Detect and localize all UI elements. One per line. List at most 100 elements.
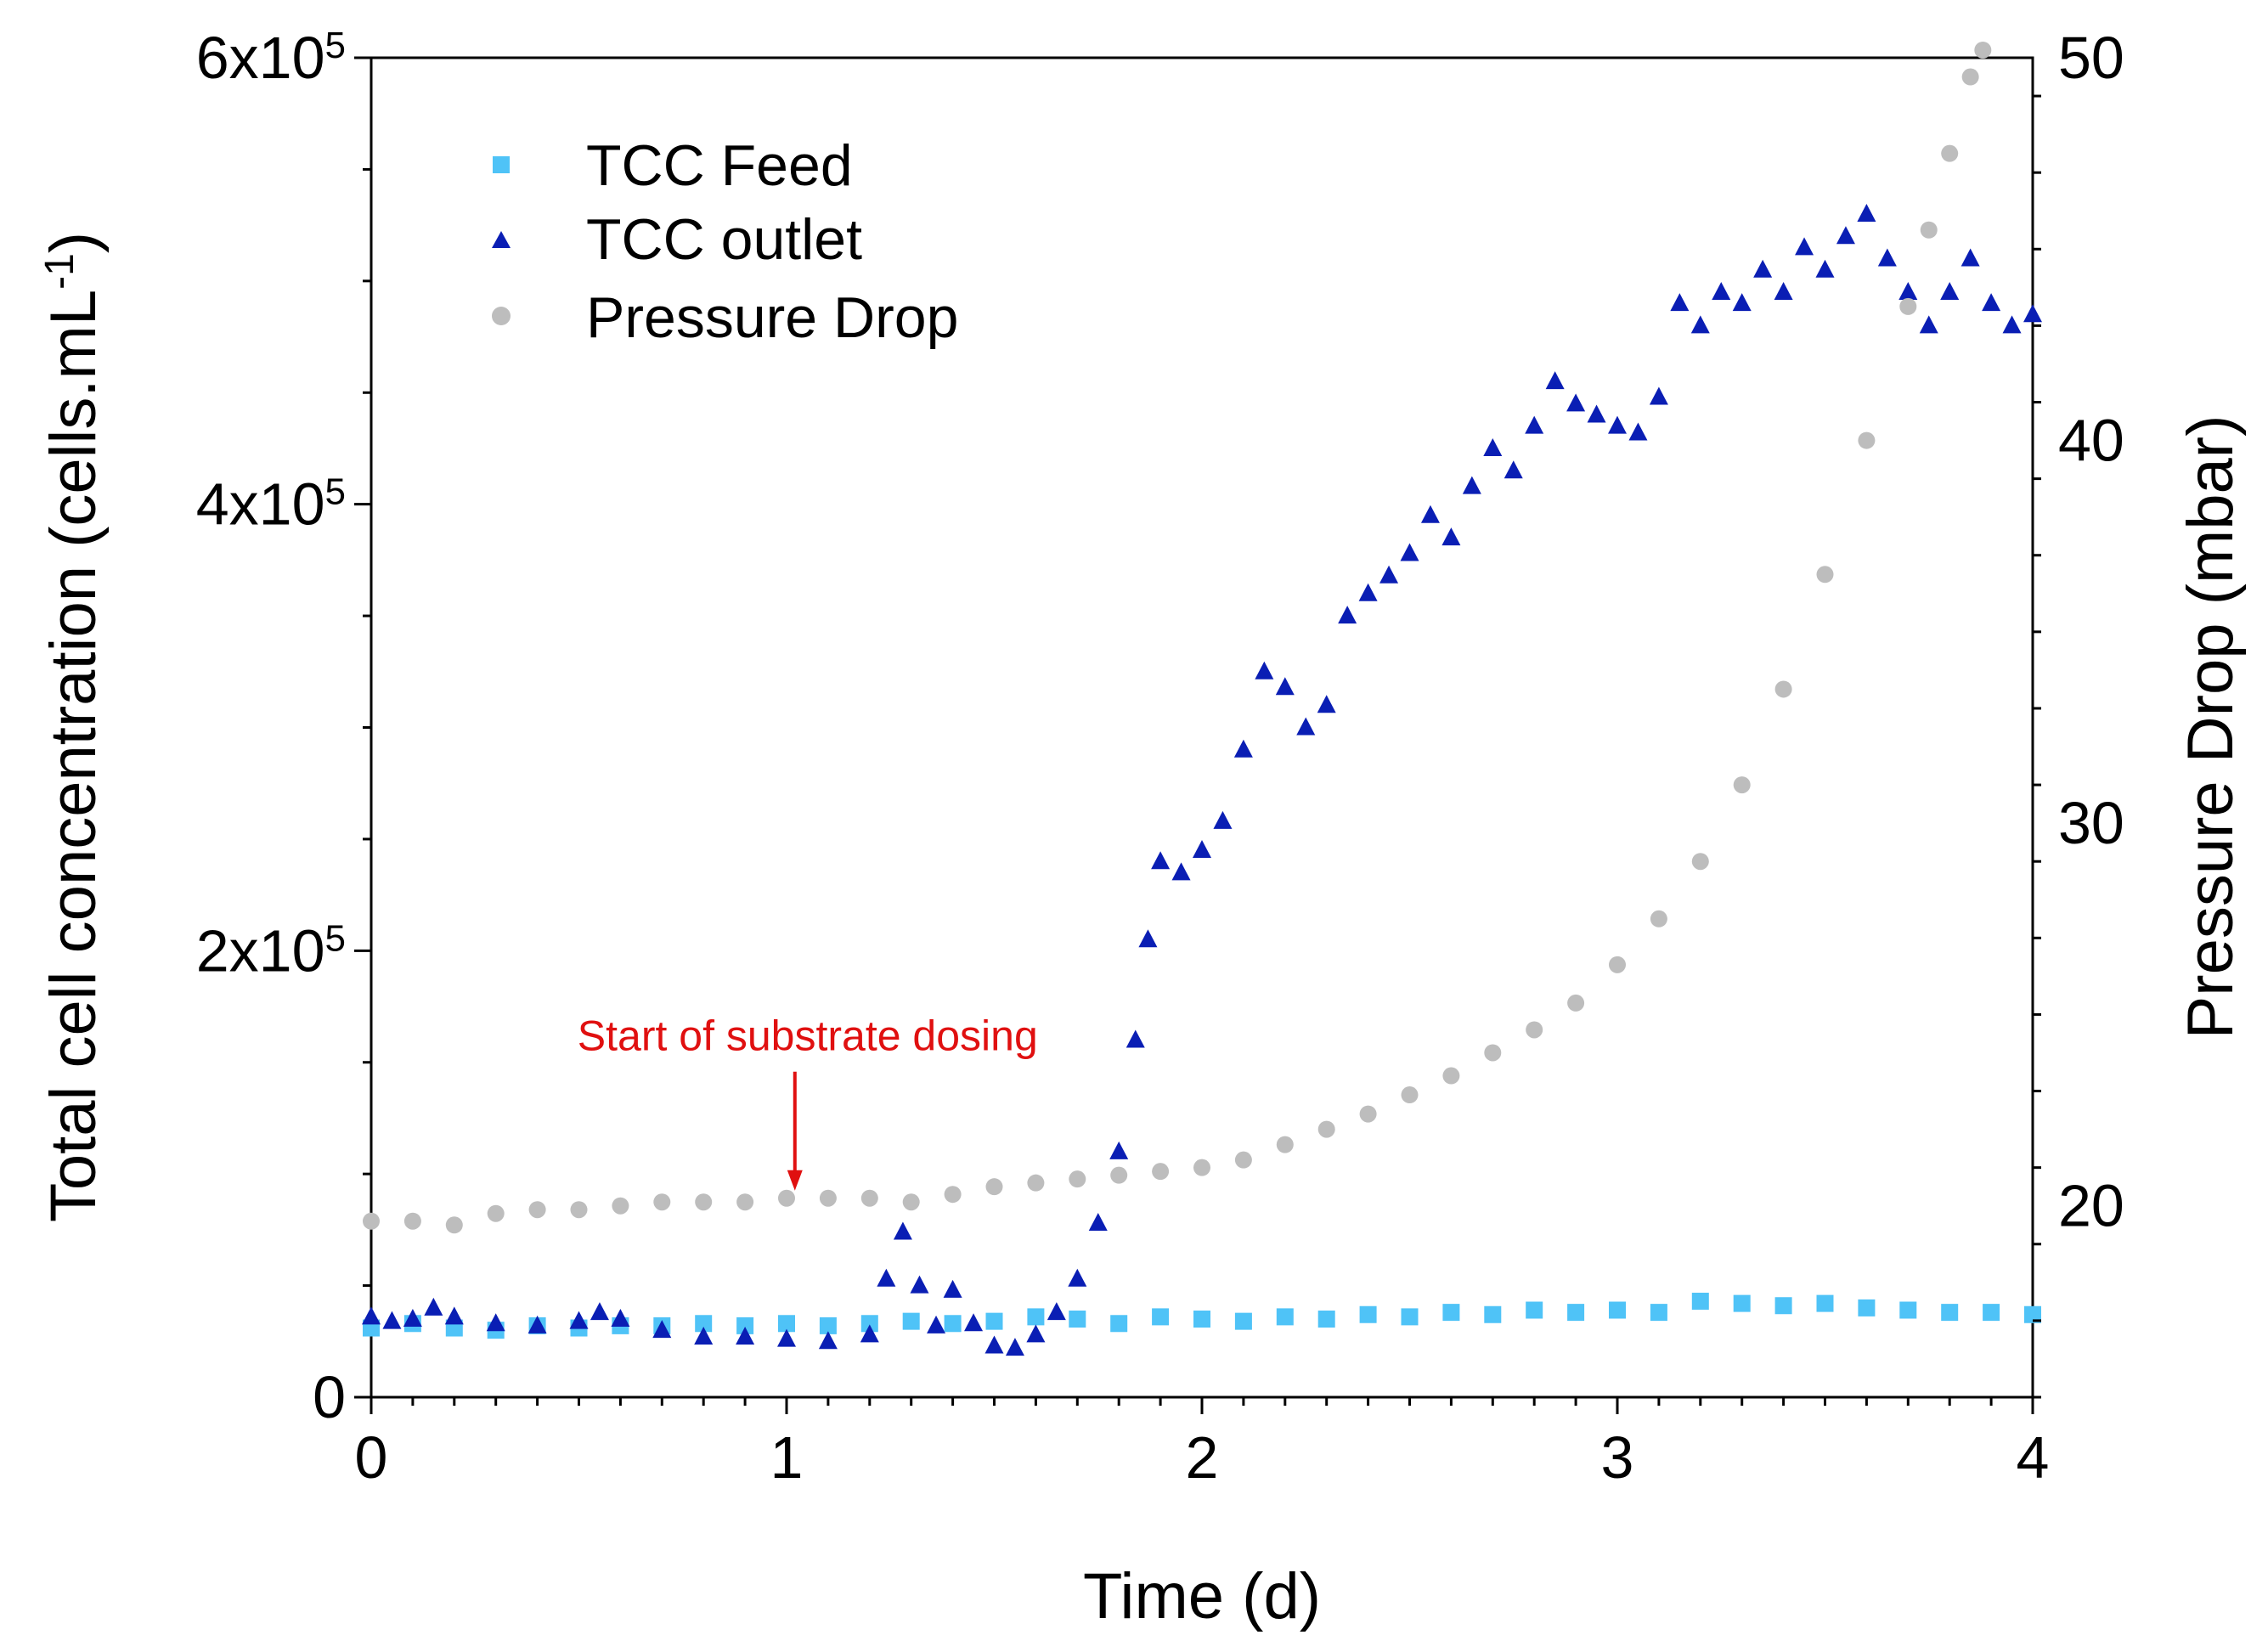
data-point-tcc-outlet [382, 1311, 402, 1329]
x-tick-label: 4 [2017, 1424, 2050, 1491]
data-point-tcc-feed [819, 1317, 837, 1334]
data-point-pressure-drop [1816, 566, 1834, 584]
data-point-tcc-outlet [877, 1268, 896, 1287]
data-point-tcc-outlet [1483, 437, 1503, 456]
data-point-tcc-outlet [1047, 1302, 1066, 1321]
data-point-tcc-outlet [1296, 717, 1316, 736]
data-point-tcc-feed [944, 1315, 962, 1333]
data-point-tcc-outlet [1961, 248, 1980, 267]
data-point-pressure-drop [695, 1193, 713, 1211]
data-point-tcc-feed [695, 1315, 713, 1333]
y-axis-left-title: Total cell concentration (cells.mL-1) [37, 232, 110, 1222]
data-point-pressure-drop [944, 1186, 962, 1204]
y-axis-right-title: Pressure Drop (mbar) [2175, 415, 2247, 1040]
data-point-tcc-feed [1858, 1299, 1876, 1317]
data-point-pressure-drop [1899, 297, 1917, 315]
data-point-tcc-feed [736, 1317, 754, 1334]
data-point-tcc-outlet [1940, 281, 1960, 300]
data-point-tcc-outlet [964, 1313, 984, 1332]
data-point-pressure-drop [1069, 1170, 1086, 1188]
data-point-tcc-outlet [694, 1327, 714, 1345]
legend-marker-pressure-drop [492, 307, 511, 325]
data-point-tcc-outlet [444, 1306, 464, 1325]
data-point-tcc-outlet [611, 1309, 630, 1328]
data-point-tcc-feed [902, 1312, 920, 1330]
data-point-tcc-outlet [1151, 851, 1171, 870]
data-point-pressure-drop [1941, 144, 1959, 162]
data-point-tcc-outlet [1566, 393, 1586, 412]
data-point-tcc-feed [1650, 1304, 1667, 1322]
data-point-pressure-drop [1650, 910, 1667, 927]
annotation-arrow-head [787, 1170, 803, 1191]
data-point-tcc-outlet [1587, 404, 1606, 423]
data-point-tcc-outlet [652, 1320, 672, 1339]
data-point-pressure-drop [445, 1216, 463, 1234]
data-point-tcc-outlet [1109, 1141, 1129, 1159]
data-point-pressure-drop [1774, 680, 1792, 698]
data-point-tcc-feed [1774, 1297, 1792, 1315]
data-point-pressure-drop [1526, 1021, 1543, 1039]
annotation-text: Start of substrate dosing [578, 1012, 1038, 1060]
data-point-tcc-outlet [1275, 677, 1295, 696]
data-point-tcc-feed [1069, 1311, 1086, 1328]
data-point-tcc-outlet [1712, 281, 1731, 300]
data-point-pressure-drop [1609, 956, 1626, 973]
data-point-tcc-outlet [1628, 422, 1648, 441]
data-point-tcc-feed [1484, 1305, 1502, 1323]
y-left-tick-label: 0 [313, 1364, 346, 1430]
data-point-tcc-outlet [860, 1324, 879, 1343]
data-point-tcc-outlet [486, 1313, 505, 1332]
data-point-tcc-outlet [590, 1302, 609, 1321]
data-point-tcc-outlet [1649, 386, 1668, 405]
legend-label-tcc-outlet: TCC outlet [586, 207, 862, 272]
data-point-pressure-drop [1733, 776, 1751, 794]
data-point-tcc-feed [1609, 1301, 1626, 1319]
data-point-tcc-feed [1110, 1315, 1128, 1333]
legend-label-pressure-drop: Pressure Drop [586, 285, 958, 350]
data-point-tcc-outlet [910, 1275, 929, 1294]
data-point-tcc-feed [1816, 1294, 1834, 1312]
data-point-tcc-feed [1526, 1301, 1543, 1319]
data-point-tcc-outlet [1753, 259, 1773, 278]
data-point-tcc-feed [1317, 1311, 1335, 1328]
x-tick-label: 0 [355, 1424, 388, 1491]
data-point-pressure-drop [736, 1193, 754, 1211]
data-point-tcc-feed [1691, 1292, 1709, 1310]
data-point-pressure-drop [1858, 431, 1876, 449]
series-tcc-outlet [362, 203, 2042, 1356]
data-point-tcc-outlet [1545, 371, 1565, 390]
data-point-tcc-outlet [2023, 304, 2042, 323]
data-point-pressure-drop [1152, 1163, 1170, 1181]
x-tick-label: 1 [770, 1424, 804, 1491]
x-axis-title: Time (d) [1083, 1560, 1321, 1632]
data-point-pressure-drop [985, 1178, 1003, 1196]
x-tick-label: 3 [1601, 1424, 1634, 1491]
data-point-pressure-drop [1401, 1086, 1419, 1104]
data-point-pressure-drop [363, 1212, 380, 1230]
data-point-tcc-outlet [1670, 293, 1690, 312]
data-point-pressure-drop [1276, 1136, 1294, 1153]
y-left-tick-label: 4x105 [196, 471, 346, 538]
data-point-tcc-feed [1941, 1304, 1959, 1322]
annotation: Start of substrate dosing [578, 1012, 1038, 1191]
legend: TCC Feed TCC outlet Pressure Drop [492, 133, 958, 350]
y-left-tick-label: 2x105 [196, 917, 346, 984]
data-point-tcc-outlet [1005, 1338, 1024, 1356]
data-point-tcc-outlet [1982, 293, 2001, 312]
data-point-tcc-outlet [1088, 1212, 1108, 1231]
data-point-tcc-outlet [1836, 226, 1855, 245]
data-point-pressure-drop [1961, 68, 1979, 86]
data-point-tcc-feed [2024, 1305, 2041, 1323]
data-point-tcc-outlet [1525, 415, 1544, 434]
data-point-tcc-feed [1401, 1308, 1419, 1326]
data-point-tcc-outlet [1795, 237, 1814, 256]
data-point-pressure-drop [819, 1189, 837, 1207]
y-right-tick-label: 40 [2058, 408, 2124, 474]
data-point-tcc-outlet [1420, 505, 1440, 523]
data-point-tcc-feed [985, 1312, 1003, 1330]
series-pressure-drop [363, 41, 1992, 1234]
data-point-pressure-drop [1484, 1044, 1502, 1062]
series-tcc-feed [363, 1292, 2041, 1339]
data-point-tcc-outlet [777, 1328, 796, 1347]
